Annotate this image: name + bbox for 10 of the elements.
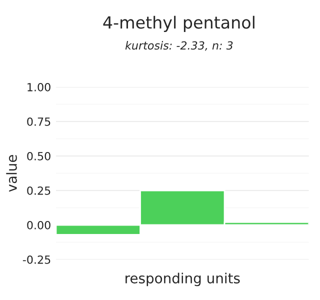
- y-tick-label: 0.25: [27, 186, 50, 195]
- y-tick-label: 0.75: [27, 117, 50, 126]
- y-tick-label: 0.50: [27, 152, 50, 160]
- chart-title: 4-methyl pentanol: [103, 16, 254, 32]
- y-tick-label: 0.00: [27, 220, 50, 230]
- y-tick-label: 1.00: [28, 82, 50, 92]
- y-tick-label: -0.25: [22, 255, 50, 264]
- y-axis-title: value: [6, 155, 17, 192]
- chart-subtitle: kurtosis: -2.33, n: 3: [125, 41, 233, 51]
- x-axis-title: responding units: [126, 272, 240, 286]
